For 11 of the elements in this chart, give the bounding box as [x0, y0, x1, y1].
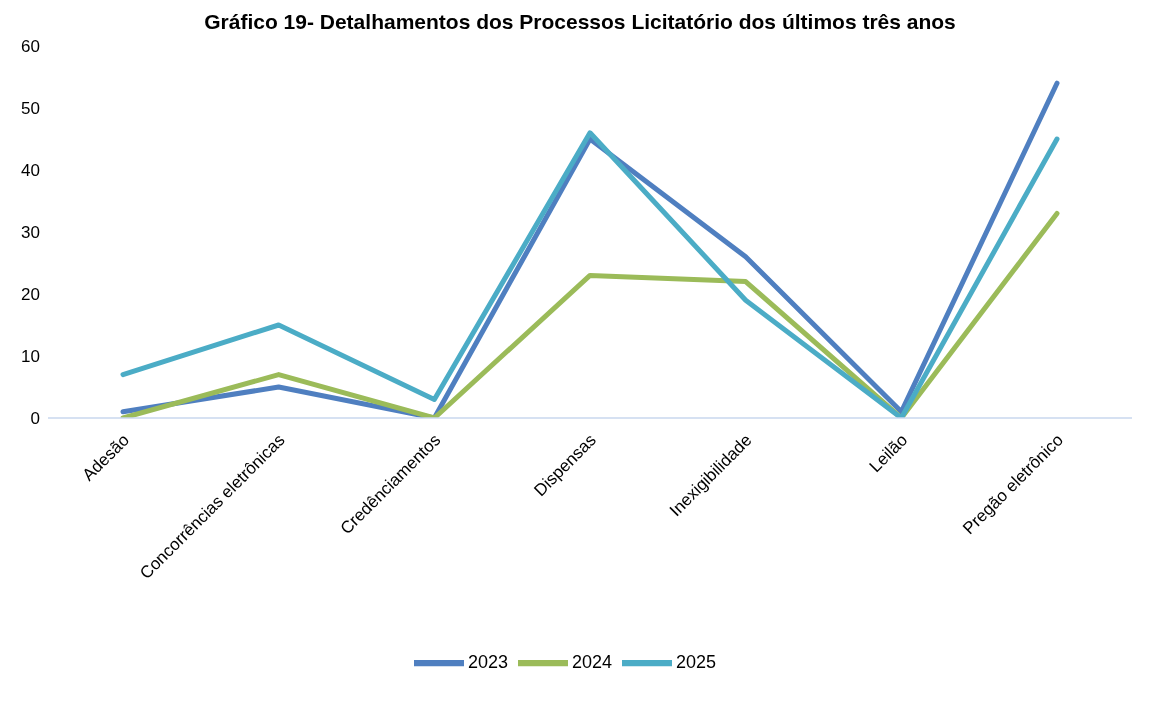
chart-title: Gráfico 19- Detalhamentos dos Processos Licitatório dos últimos três anos — [203, 9, 957, 35]
legend-label: 2023 — [467, 651, 508, 672]
y-tick-label: 0 — [30, 409, 40, 429]
y-tick-label: 60 — [21, 37, 40, 57]
y-tick-label: 40 — [21, 161, 40, 181]
y-tick-label: 50 — [21, 99, 40, 119]
y-tick-label: 20 — [21, 285, 40, 305]
legend-label: 2024 — [571, 651, 613, 672]
y-tick-label: 30 — [21, 223, 40, 243]
y-tick-label: 10 — [21, 347, 40, 367]
legend-label: 2025 — [676, 651, 717, 672]
